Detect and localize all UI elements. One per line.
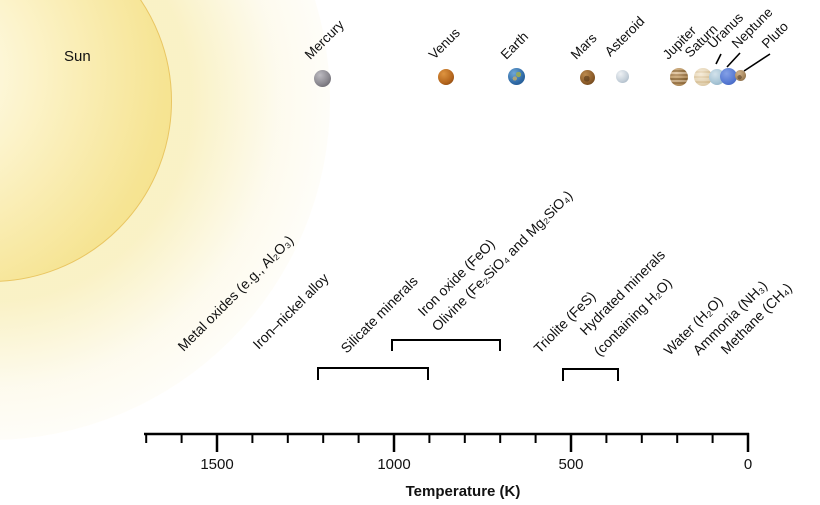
- sun-label: Sun: [64, 48, 91, 65]
- axis-ticks: [145, 433, 750, 452]
- axis-tick-label-0: 0: [743, 456, 753, 473]
- axis-tick-label-1000: 1000: [377, 456, 411, 473]
- axis-tick-label-500: 500: [558, 456, 584, 473]
- bracket-silicate-range: [317, 367, 429, 380]
- planet-saturn-icon: [694, 68, 712, 86]
- planet-venus-icon: [438, 69, 454, 85]
- planet-mercury-icon: [314, 70, 331, 87]
- planet-pluto-icon: [735, 70, 746, 81]
- axis-tick-label-1500: 1500: [200, 456, 234, 473]
- axis-title: Temperature (K): [405, 483, 521, 500]
- bracket-iron-oxide-olivine-range: [391, 339, 501, 351]
- planet-neptune-icon: [720, 68, 737, 85]
- asteroid-icon: [616, 70, 629, 83]
- planet-earth-icon: [508, 68, 525, 85]
- planet-jupiter-icon: [670, 68, 688, 86]
- bracket-triolite-hydrated-range: [562, 368, 619, 381]
- pluto-leader-line: [743, 53, 771, 72]
- planet-mars-icon: [580, 70, 595, 85]
- neptune-leader-line: [726, 52, 741, 68]
- uranus-leader-line: [715, 53, 722, 65]
